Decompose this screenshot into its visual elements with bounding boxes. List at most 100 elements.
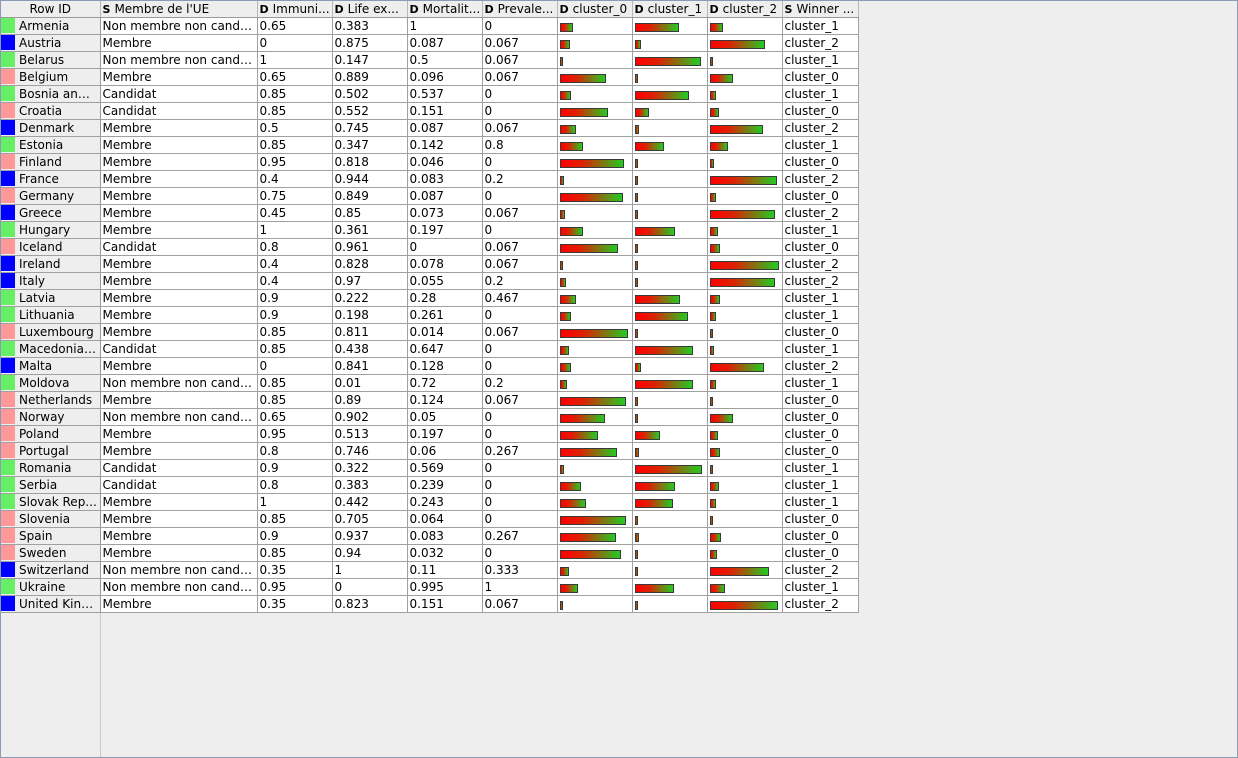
prevalence-cell[interactable]: 0 (482, 340, 558, 358)
immunisation-cell[interactable]: 0.65 (257, 68, 333, 86)
prevalence-cell[interactable]: 0 (482, 357, 558, 375)
cluster-2-cell[interactable] (707, 306, 783, 324)
cluster-1-cell[interactable] (632, 119, 708, 137)
immunisation-cell[interactable]: 0.4 (257, 170, 333, 188)
cluster-2-cell[interactable] (707, 323, 783, 341)
table-row[interactable]: Hungary Membre 1 0.361 0.197 0 cluster_1 (1, 221, 859, 239)
cluster-1-cell[interactable] (632, 493, 708, 511)
cluster-0-cell[interactable] (557, 391, 633, 409)
immunisation-cell[interactable]: 0 (257, 34, 333, 52)
immunisation-cell[interactable]: 0.4 (257, 255, 333, 273)
prevalence-cell[interactable]: 0 (482, 85, 558, 103)
mortality-cell[interactable]: 0 (407, 238, 483, 256)
row-id-cell[interactable]: Macedonia,... (1, 340, 101, 358)
mortality-cell[interactable]: 1 (407, 17, 483, 35)
row-id-cell[interactable]: Romania (1, 459, 101, 477)
row-id-cell[interactable]: Italy (1, 272, 101, 290)
prevalence-cell[interactable]: 0 (482, 476, 558, 494)
immunisation-cell[interactable]: 0.9 (257, 289, 333, 307)
cluster-1-cell[interactable] (632, 34, 708, 52)
winner-cell[interactable]: cluster_0 (782, 238, 859, 256)
prevalence-cell[interactable]: 0 (482, 493, 558, 511)
immunisation-cell[interactable]: 0.85 (257, 85, 333, 103)
life-expectancy-cell[interactable]: 0.361 (332, 221, 408, 239)
table-row[interactable]: Sweden Membre 0.85 0.94 0.032 0 cluster_0 (1, 544, 859, 562)
cluster-1-cell[interactable] (632, 391, 708, 409)
cluster-0-cell[interactable] (557, 85, 633, 103)
table-row[interactable]: Portugal Membre 0.8 0.746 0.06 0.267 cluster_0 (1, 442, 859, 460)
mortality-cell[interactable]: 0.083 (407, 170, 483, 188)
membre-cell[interactable]: Non membre non candi... (100, 578, 258, 596)
cluster-1-cell[interactable] (632, 476, 708, 494)
row-id-cell[interactable]: Norway (1, 408, 101, 426)
cluster-0-cell[interactable] (557, 68, 633, 86)
prevalence-cell[interactable]: 0 (482, 510, 558, 528)
prevalence-cell[interactable]: 0.067 (482, 323, 558, 341)
mortality-cell[interactable]: 0.28 (407, 289, 483, 307)
membre-cell[interactable]: Membre (100, 204, 258, 222)
immunisation-cell[interactable]: 1 (257, 493, 333, 511)
row-id-cell[interactable]: Poland (1, 425, 101, 443)
cluster-1-cell[interactable] (632, 425, 708, 443)
life-expectancy-cell[interactable]: 0.222 (332, 289, 408, 307)
table-row[interactable]: Belgium Membre 0.65 0.889 0.096 0.067 cluster_… (1, 68, 859, 86)
cluster-1-cell[interactable] (632, 85, 708, 103)
immunisation-cell[interactable]: 0 (257, 357, 333, 375)
winner-cell[interactable]: cluster_2 (782, 34, 859, 52)
life-expectancy-cell[interactable]: 0.147 (332, 51, 408, 69)
winner-cell[interactable]: cluster_0 (782, 68, 859, 86)
table-row[interactable]: Spain Membre 0.9 0.937 0.083 0.267 cluster_0 (1, 527, 859, 545)
prevalence-cell[interactable]: 0 (482, 544, 558, 562)
cluster-1-cell[interactable] (632, 459, 708, 477)
cluster-0-cell[interactable] (557, 17, 633, 35)
mortality-cell[interactable]: 0.197 (407, 221, 483, 239)
membre-cell[interactable]: Membre (100, 425, 258, 443)
life-expectancy-cell[interactable]: 0.513 (332, 425, 408, 443)
mortality-cell[interactable]: 0.078 (407, 255, 483, 273)
winner-cell[interactable]: cluster_2 (782, 204, 859, 222)
cluster-2-cell[interactable] (707, 221, 783, 239)
table-row[interactable]: Armenia Non membre non candi... 0.65 0.383 1… (1, 17, 859, 35)
cluster-1-cell[interactable] (632, 204, 708, 222)
membre-cell[interactable]: Membre (100, 34, 258, 52)
cluster-0-cell[interactable] (557, 102, 633, 120)
cluster-1-cell[interactable] (632, 442, 708, 460)
cluster-1-cell[interactable] (632, 102, 708, 120)
row-id-cell[interactable]: United King... (1, 595, 101, 613)
cluster-2-cell[interactable] (707, 136, 783, 154)
immunisation-cell[interactable]: 0.35 (257, 561, 333, 579)
immunisation-cell[interactable]: 0.85 (257, 374, 333, 392)
prevalence-cell[interactable]: 1 (482, 578, 558, 596)
cluster-0-cell[interactable] (557, 170, 633, 188)
cluster-0-cell[interactable] (557, 306, 633, 324)
life-expectancy-cell[interactable]: 0.442 (332, 493, 408, 511)
membre-cell[interactable]: Candidat (100, 459, 258, 477)
immunisation-cell[interactable]: 0.65 (257, 17, 333, 35)
immunisation-cell[interactable]: 0.8 (257, 476, 333, 494)
winner-cell[interactable]: cluster_0 (782, 408, 859, 426)
table-row[interactable]: Switzerland Non membre non candi... 0.35 1 0… (1, 561, 859, 579)
row-id-cell[interactable]: Netherlands (1, 391, 101, 409)
winner-cell[interactable]: cluster_1 (782, 85, 859, 103)
mortality-cell[interactable]: 0.197 (407, 425, 483, 443)
cluster-2-cell[interactable] (707, 187, 783, 205)
life-expectancy-cell[interactable]: 0.552 (332, 102, 408, 120)
row-id-cell[interactable]: Lithuania (1, 306, 101, 324)
column-header-life-expectancy[interactable]: D Life ex... (332, 1, 408, 18)
immunisation-cell[interactable]: 0.85 (257, 544, 333, 562)
winner-cell[interactable]: cluster_2 (782, 255, 859, 273)
winner-cell[interactable]: cluster_2 (782, 357, 859, 375)
life-expectancy-cell[interactable]: 1 (332, 561, 408, 579)
row-id-cell[interactable]: Slovak Rep... (1, 493, 101, 511)
cluster-0-cell[interactable] (557, 357, 633, 375)
mortality-cell[interactable]: 0.014 (407, 323, 483, 341)
life-expectancy-cell[interactable]: 0.85 (332, 204, 408, 222)
cluster-1-cell[interactable] (632, 323, 708, 341)
winner-cell[interactable]: cluster_0 (782, 425, 859, 443)
life-expectancy-cell[interactable]: 0.828 (332, 255, 408, 273)
mortality-cell[interactable]: 0.239 (407, 476, 483, 494)
cluster-1-cell[interactable] (632, 221, 708, 239)
membre-cell[interactable]: Membre (100, 595, 258, 613)
cluster-1-cell[interactable] (632, 153, 708, 171)
